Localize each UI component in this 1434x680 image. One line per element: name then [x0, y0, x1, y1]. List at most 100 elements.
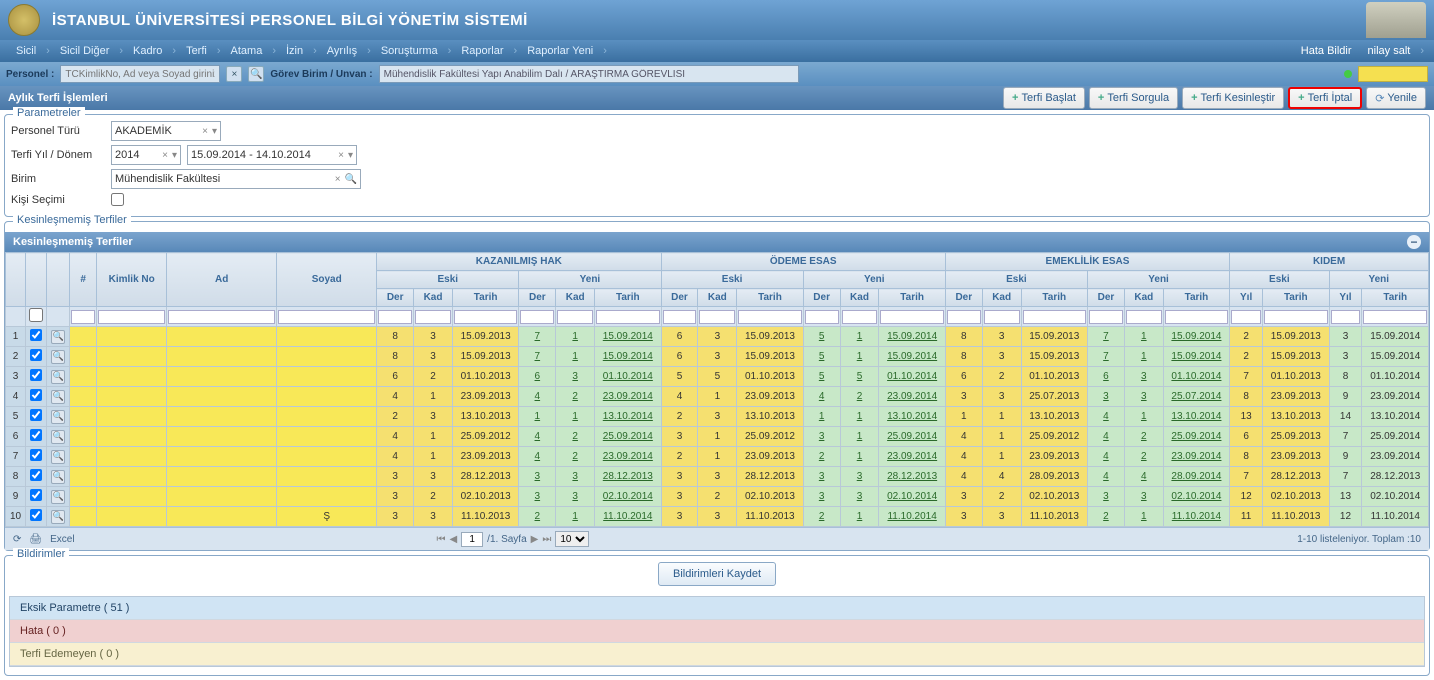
link-kad[interactable]: 2	[857, 391, 863, 402]
link-der[interactable]: 6	[535, 371, 541, 382]
clear-icon[interactable]: ×	[202, 126, 208, 137]
row-checkbox[interactable]	[30, 389, 42, 401]
terfi-yil-select[interactable]: 2014 × ▾	[111, 145, 181, 165]
terfi-kesinlestir-button[interactable]: +Terfi Kesinleştir	[1182, 87, 1284, 109]
row-detail-icon[interactable]: 🔍	[51, 370, 65, 384]
filter-input[interactable]	[1165, 310, 1228, 324]
link-der[interactable]: 5	[819, 351, 825, 362]
link-tarih[interactable]: 13.10.2014	[887, 411, 937, 422]
chevron-down-icon[interactable]: ▾	[172, 150, 177, 161]
link-tarih[interactable]: 15.09.2014	[1370, 351, 1420, 362]
link-tarih[interactable]: 15.09.2014	[1171, 331, 1221, 342]
link-tarih[interactable]: 11.10.2014	[1371, 511, 1420, 522]
link-tarih[interactable]: 13.10.2014	[603, 411, 653, 422]
link-tarih[interactable]: 23.09.2014	[1171, 451, 1221, 462]
nav-user[interactable]: nilay salt	[1360, 45, 1419, 57]
link-kad[interactable]: 3	[572, 371, 578, 382]
col-tarih[interactable]: Tarih	[595, 289, 661, 307]
col-tarih[interactable]: Tarih	[1263, 289, 1329, 307]
nav-item[interactable]: Kadro	[125, 45, 170, 57]
col-kad[interactable]: Kad	[556, 289, 595, 307]
link-der[interactable]: 4	[1103, 451, 1109, 462]
col-tarih[interactable]: Tarih	[1021, 289, 1087, 307]
link-tarih[interactable]: 02.10.2014	[1370, 491, 1420, 502]
birim-input[interactable]: Mühendislik Fakültesi × 🔍	[111, 169, 361, 189]
download-excel[interactable]: Excel	[50, 534, 74, 545]
filter-input[interactable]	[557, 310, 593, 324]
link-der[interactable]: 5	[819, 371, 825, 382]
link-tarih[interactable]: 23.09.2014	[1370, 391, 1420, 402]
link-tarih[interactable]: 25.07.2014	[1171, 391, 1221, 402]
gorev-input[interactable]	[379, 65, 799, 83]
link-yil[interactable]: 7	[1343, 431, 1349, 442]
link-tarih[interactable]: 28.12.2013	[1370, 471, 1420, 482]
link-der[interactable]: 3	[819, 471, 825, 482]
link-kad[interactable]: 2	[1141, 451, 1147, 462]
filter-input[interactable]	[1363, 310, 1427, 324]
link-yil[interactable]: 3	[1343, 351, 1349, 362]
link-tarih[interactable]: 15.09.2014	[887, 351, 937, 362]
filter-input[interactable]	[1089, 310, 1123, 324]
link-tarih[interactable]: 23.09.2014	[603, 391, 653, 402]
link-der[interactable]: 2	[819, 511, 825, 522]
link-kad[interactable]: 2	[572, 391, 578, 402]
kisi-secimi-checkbox[interactable]	[111, 193, 124, 206]
link-tarih[interactable]: 15.09.2014	[1171, 351, 1221, 362]
col-tarih[interactable]: Tarih	[1163, 289, 1229, 307]
link-der[interactable]: 7	[1103, 331, 1109, 342]
clear-icon[interactable]: ×	[162, 150, 168, 161]
row-checkbox[interactable]	[30, 509, 42, 521]
link-der[interactable]: 2	[535, 511, 541, 522]
link-yil[interactable]: 3	[1343, 331, 1349, 342]
personel-input[interactable]	[60, 65, 220, 83]
row-detail-icon[interactable]: 🔍	[51, 350, 65, 364]
filter-input[interactable]	[984, 310, 1020, 324]
filter-input[interactable]	[378, 310, 412, 324]
link-kad[interactable]: 1	[857, 451, 863, 462]
link-kad[interactable]: 3	[1141, 371, 1147, 382]
row-checkbox[interactable]	[30, 329, 42, 341]
row-detail-icon[interactable]: 🔍	[51, 510, 65, 524]
link-der[interactable]: 6	[1103, 371, 1109, 382]
nav-item[interactable]: Raporlar Yeni	[519, 45, 601, 57]
filter-input[interactable]	[880, 310, 943, 324]
terfi-iptal-button[interactable]: +Terfi İptal	[1288, 87, 1362, 109]
filter-input[interactable]	[1264, 310, 1327, 324]
link-kad[interactable]: 1	[1141, 511, 1147, 522]
filter-input[interactable]	[738, 310, 801, 324]
col-tarih[interactable]: Tarih	[452, 289, 518, 307]
link-kad[interactable]: 4	[1141, 471, 1147, 482]
col-der[interactable]: Der	[803, 289, 840, 307]
link-yil[interactable]: 9	[1343, 391, 1349, 402]
row-checkbox[interactable]	[30, 349, 42, 361]
link-der[interactable]: 3	[535, 491, 541, 502]
link-kad[interactable]: 1	[572, 331, 578, 342]
link-yil[interactable]: 9	[1343, 451, 1349, 462]
filter-input[interactable]	[1023, 310, 1086, 324]
print-icon[interactable]: 🖨	[29, 534, 42, 545]
row-checkbox[interactable]	[30, 369, 42, 381]
row-checkbox[interactable]	[30, 469, 42, 481]
col-der[interactable]: Der	[519, 289, 556, 307]
row-detail-icon[interactable]: 🔍	[51, 430, 65, 444]
link-kad[interactable]: 3	[857, 471, 863, 482]
link-kad[interactable]: 1	[572, 351, 578, 362]
row-checkbox[interactable]	[30, 489, 42, 501]
link-der[interactable]: 3	[1103, 491, 1109, 502]
row-checkbox[interactable]	[30, 449, 42, 461]
link-tarih[interactable]: 01.10.2014	[1171, 371, 1221, 382]
link-yil[interactable]: 12	[1340, 511, 1351, 522]
link-tarih[interactable]: 25.09.2014	[1171, 431, 1221, 442]
link-kad[interactable]: 1	[857, 351, 863, 362]
personel-turu-select[interactable]: AKADEMİK × ▾	[111, 121, 221, 141]
pager-last-icon[interactable]: ⏭	[542, 534, 551, 545]
nav-item[interactable]: Terfi	[178, 45, 215, 57]
nav-item[interactable]: Sicil	[8, 45, 44, 57]
col-tarih[interactable]: Tarih	[879, 289, 945, 307]
pager-next-icon[interactable]: ▶	[531, 534, 539, 545]
link-kad[interactable]: 1	[857, 431, 863, 442]
link-der[interactable]: 5	[819, 331, 825, 342]
clear-icon[interactable]: ×	[335, 174, 341, 185]
nav-item[interactable]: İzin	[278, 45, 311, 57]
col-der[interactable]: Der	[1087, 289, 1124, 307]
